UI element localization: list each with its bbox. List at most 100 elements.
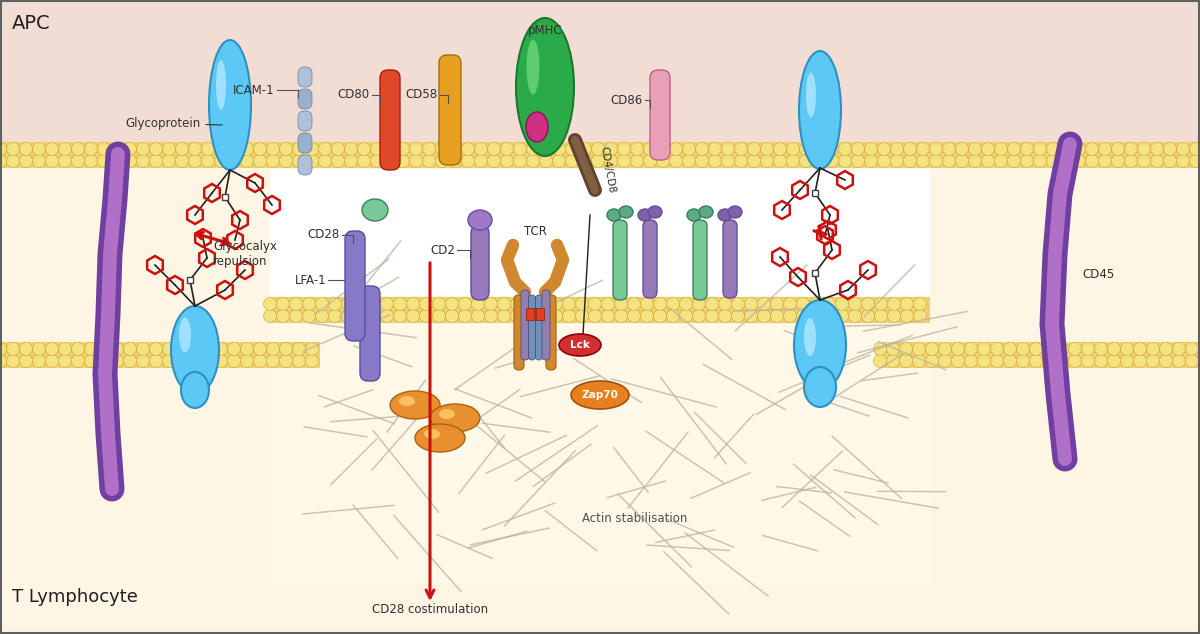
Circle shape [696,155,708,167]
Circle shape [654,309,666,323]
Circle shape [761,155,774,167]
Text: CD80: CD80 [338,89,370,101]
Circle shape [523,297,536,311]
Circle shape [19,354,32,368]
FancyBboxPatch shape [360,286,380,381]
Text: Glycocalyx
repulsion: Glycocalyx repulsion [214,240,277,268]
Circle shape [540,143,552,155]
Circle shape [202,143,215,155]
Circle shape [380,309,394,323]
Circle shape [955,155,968,167]
Circle shape [826,155,839,167]
FancyBboxPatch shape [535,295,542,360]
Circle shape [124,155,137,167]
Ellipse shape [806,72,816,117]
Circle shape [240,342,253,356]
Circle shape [774,143,786,155]
Circle shape [342,297,354,311]
Circle shape [72,155,84,167]
Circle shape [59,143,72,155]
Circle shape [852,143,864,155]
Circle shape [97,354,110,368]
Circle shape [458,309,472,323]
Circle shape [679,309,692,323]
Ellipse shape [619,206,634,218]
Circle shape [601,297,614,311]
Circle shape [331,155,344,167]
Circle shape [1189,155,1200,167]
Circle shape [719,309,732,323]
FancyBboxPatch shape [298,67,312,87]
FancyBboxPatch shape [694,220,707,300]
Circle shape [786,155,799,167]
Circle shape [293,143,306,155]
Circle shape [912,342,925,356]
Circle shape [848,297,862,311]
Circle shape [474,155,487,167]
Circle shape [1176,143,1189,155]
Circle shape [563,297,576,311]
Circle shape [744,297,757,311]
Circle shape [46,143,59,155]
Circle shape [316,297,329,311]
Circle shape [367,297,380,311]
Circle shape [576,297,588,311]
Circle shape [588,297,601,311]
Circle shape [1134,342,1146,356]
FancyBboxPatch shape [470,225,490,300]
Circle shape [770,297,784,311]
Circle shape [900,354,912,368]
Circle shape [852,155,864,167]
Circle shape [1046,143,1060,155]
Circle shape [1030,354,1043,368]
Circle shape [990,354,1003,368]
Circle shape [432,297,445,311]
Circle shape [578,155,592,167]
Circle shape [124,342,137,356]
Circle shape [384,143,396,155]
Circle shape [318,155,331,167]
Circle shape [409,155,422,167]
Circle shape [628,297,641,311]
Circle shape [342,309,354,323]
Circle shape [1121,342,1134,356]
Ellipse shape [390,391,440,419]
Ellipse shape [468,210,492,230]
Circle shape [137,342,150,356]
Circle shape [228,354,240,368]
Circle shape [1073,155,1086,167]
Circle shape [1108,342,1121,356]
Circle shape [510,297,523,311]
Circle shape [59,155,72,167]
Circle shape [656,155,670,167]
Circle shape [888,297,900,311]
Circle shape [46,354,59,368]
Circle shape [0,155,6,167]
Circle shape [6,342,19,356]
Circle shape [900,309,913,323]
Circle shape [1121,354,1134,368]
Circle shape [162,342,175,356]
Circle shape [835,309,848,323]
Circle shape [835,297,848,311]
Circle shape [422,155,436,167]
Circle shape [1094,354,1108,368]
Circle shape [500,155,514,167]
Circle shape [293,354,306,368]
Circle shape [839,143,852,155]
Circle shape [913,297,926,311]
Circle shape [1056,342,1068,356]
Circle shape [900,342,912,356]
Circle shape [708,143,721,155]
Circle shape [253,143,266,155]
Circle shape [734,155,748,167]
Circle shape [1111,155,1124,167]
Circle shape [0,342,6,356]
Circle shape [110,143,124,155]
Circle shape [306,354,318,368]
Circle shape [302,297,316,311]
Text: T Lymphocyte: T Lymphocyte [12,588,138,606]
Circle shape [874,354,887,368]
Circle shape [550,309,563,323]
Circle shape [162,155,175,167]
